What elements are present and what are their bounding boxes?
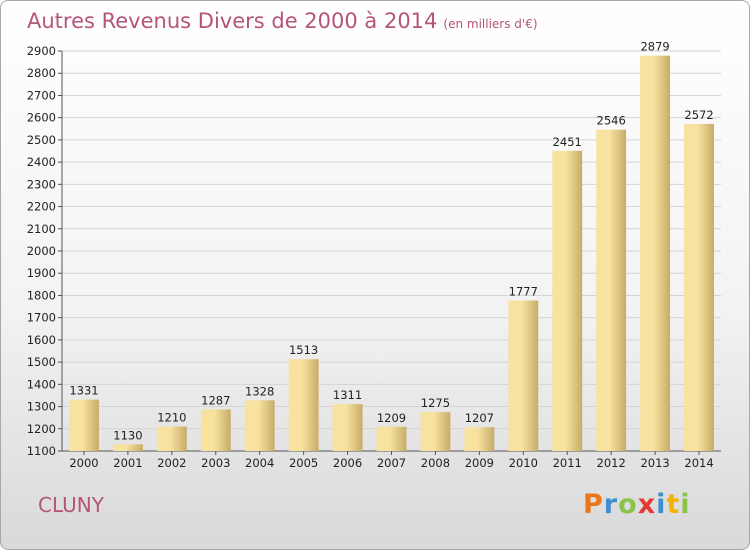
logo-letter: P	[583, 489, 604, 520]
value-label-2004: 1328	[245, 384, 274, 398]
value-label-2001: 1130	[113, 428, 142, 442]
logo-letter: r	[603, 489, 619, 520]
y-tick-label: 2900	[27, 44, 56, 58]
value-labels: 1331 1130 1210 1287 1328 1513 1311 1209 1275 1207…	[69, 40, 713, 443]
x-tick-label: 2009	[465, 456, 494, 470]
bar-2012	[596, 129, 627, 451]
value-label-2010: 1777	[509, 285, 538, 299]
x-tick-label: 2005	[289, 456, 318, 470]
x-tick-label: 2004	[245, 456, 274, 470]
bar-2002	[156, 426, 187, 451]
value-label-2003: 1287	[201, 393, 230, 407]
bar-2000	[69, 399, 99, 451]
value-label-2012: 2546	[597, 114, 626, 128]
y-tick-label: 1700	[27, 311, 56, 325]
value-label-2002: 1210	[157, 411, 186, 425]
bar-2009	[464, 427, 495, 451]
x-tick-label: 2000	[69, 456, 98, 470]
value-label-2006: 1311	[333, 388, 362, 402]
x-tick-label: 2012	[597, 456, 626, 470]
value-label-2000: 1331	[69, 384, 98, 398]
bar-2006	[332, 404, 363, 451]
x-tick-label: 2013	[640, 456, 669, 470]
logo-letter: i	[680, 489, 691, 520]
bar-2013	[640, 55, 671, 452]
bar-2004	[244, 400, 275, 451]
y-tick-label: 2300	[27, 177, 56, 191]
bar-2003	[200, 409, 231, 451]
x-tick-label: 2011	[553, 456, 582, 470]
y-tick-label: 2800	[27, 66, 56, 80]
x-tick-label: 2001	[113, 456, 142, 470]
bar-2001	[112, 444, 143, 451]
x-tick-label: 2007	[377, 456, 406, 470]
x-tick-label: 2006	[333, 456, 362, 470]
logo-letter: x	[637, 489, 657, 520]
y-tick-label: 1900	[27, 266, 56, 280]
bar-2011	[552, 150, 583, 451]
logo-letter: t	[666, 489, 681, 520]
value-label-2007: 1209	[377, 411, 406, 425]
x-tick-label: 2008	[421, 456, 450, 470]
y-tick-label: 1600	[27, 333, 56, 347]
x-tick-label: 2014	[684, 456, 713, 470]
value-label-2011: 2451	[553, 135, 582, 149]
logo-letter: i	[656, 489, 667, 520]
value-label-2014: 2572	[684, 108, 713, 122]
y-tick-label: 2600	[27, 111, 56, 125]
y-tick-label: 1500	[27, 355, 56, 369]
bar-2007	[376, 426, 407, 451]
y-tick-label: 2500	[27, 133, 56, 147]
y-tick-label: 1400	[27, 377, 56, 391]
bars	[69, 55, 714, 452]
chart-title: Autres Revenus Divers de 2000 à 2014 (en …	[27, 9, 538, 33]
chart-subtitle: (en milliers d'€)	[443, 17, 538, 31]
value-label-2005: 1513	[289, 343, 318, 357]
y-tick-label: 2000	[27, 244, 56, 258]
y-tick-label: 1100	[27, 444, 56, 458]
bar-2008	[420, 412, 451, 451]
y-tick-label: 2400	[27, 155, 56, 169]
value-label-2009: 1207	[465, 411, 494, 425]
logo-letter: o	[618, 489, 638, 520]
y-tick-label: 1800	[27, 288, 56, 302]
x-tick-label: 2010	[509, 456, 538, 470]
y-tick-label: 2100	[27, 222, 56, 236]
bar-2010	[508, 300, 539, 451]
y-tick-label: 2700	[27, 88, 56, 102]
y-tick-label: 1200	[27, 422, 56, 436]
y-tick-label: 1300	[27, 400, 56, 414]
y-tick-label: 2200	[27, 200, 56, 214]
axes: 1100 1200 1300 1400 1500 1600 1700 1800 1900 2000…	[27, 44, 721, 470]
city-name: CLUNY	[38, 493, 104, 517]
bar-2014	[684, 123, 714, 451]
value-label-2013: 2879	[640, 40, 669, 54]
x-tick-label: 2003	[201, 456, 230, 470]
proxiti-logo: Proxiti	[583, 489, 691, 520]
x-tick-label: 2002	[157, 456, 186, 470]
bar-2005	[288, 359, 319, 451]
value-label-2008: 1275	[421, 396, 450, 410]
